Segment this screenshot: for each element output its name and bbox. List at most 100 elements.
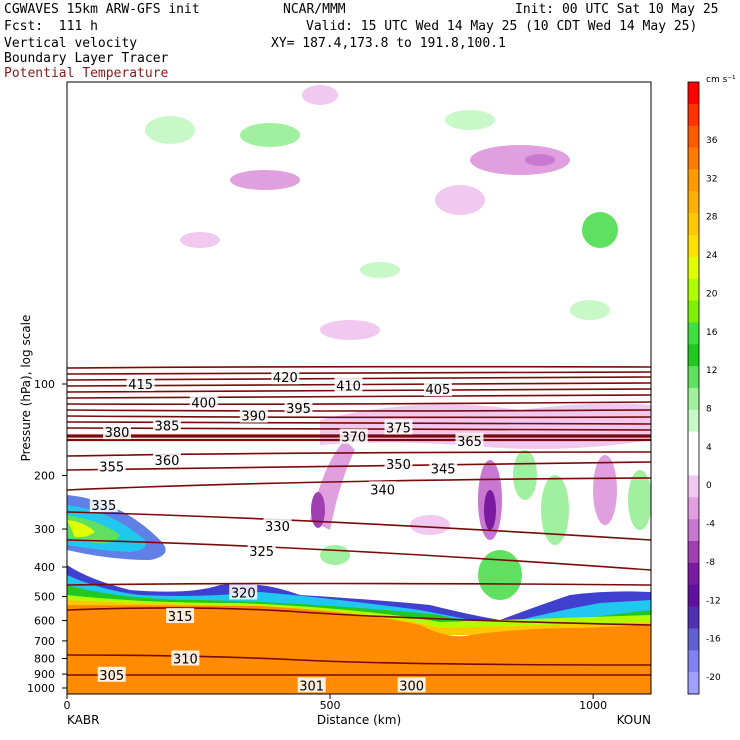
isentrope-label: 415 [128,378,153,393]
x-tick-label: 0 [64,699,71,712]
colorbar-swatch [688,541,699,564]
isentrope-label: 395 [286,402,311,417]
isentrope-label: 315 [168,610,193,625]
colorbar-label: -8 [706,558,715,568]
y-tick-label: 300 [34,523,55,536]
colorbar-label: 28 [706,213,718,223]
right-endpoint-label: KOUN [617,713,651,727]
colorbar-label: 32 [706,174,717,184]
colorbar-swatch [688,213,699,236]
colorbar-label: 0 [706,481,712,491]
isentrope-label: 405 [426,383,451,398]
colorbar-label: 24 [706,251,718,261]
isentrope-label-bg [271,369,300,385]
y-tick-label: 100 [34,378,55,391]
isentrope-label: 365 [457,435,482,450]
isentrope-label-bg [229,584,258,600]
isentrope-label-bg [189,394,218,410]
colorbar-swatch [688,388,699,411]
isentrope-label-bg [397,677,426,693]
isentrope-label: 380 [105,426,130,441]
x-tick-label: 1000 [579,699,607,712]
colorbar-swatch [688,519,699,542]
colorbar-label: -20 [706,673,721,683]
isentrope-label: 310 [173,653,198,668]
isentrope-label: 300 [399,679,424,694]
colorbar-swatch [688,475,699,498]
plot-frame [66,81,652,695]
field-potential-temperature: Potential Temperature [4,66,169,81]
isentrope-label-bg [334,377,363,393]
colorbar-swatch [688,256,699,280]
isentrope-label: 345 [431,463,456,478]
colorbar-label: 4 [706,443,712,453]
isentrope-label: 340 [370,483,395,498]
colorbar-swatch [688,344,699,367]
isentrope-label: 350 [386,458,411,473]
colorbar: 36 32 28 24 20 16 12 8 4 0 -4 -8 -12 -16 -20 [687,81,721,695]
isentrope-label: 360 [155,454,180,469]
y-tick-label: 400 [34,561,55,574]
colorbar-unit: cm s⁻¹ [706,75,736,85]
colorbar-swatch [688,453,699,476]
isentrope-label-bg [239,407,268,423]
isentrope-label: 420 [273,371,298,386]
colorbar-swatch [688,235,699,258]
y-tick-label: 700 [34,635,55,648]
isentrope-label-bg [89,496,118,512]
isentrope-label: 400 [191,396,216,411]
colorbar-swatch [688,147,699,170]
isentrope-label: 370 [341,431,366,446]
isentrope-label-bg [171,650,200,666]
left-endpoint-label: KABR [67,713,99,727]
y-tick-label: 800 [34,653,55,666]
isentrope-label-bg [97,666,126,682]
colorbar-label: 16 [706,328,718,338]
colorbar-label: 36 [706,136,718,146]
colorbar-swatch [688,322,699,345]
colorbar-swatch [688,431,699,455]
isentrope-label: 301 [299,679,324,694]
y-axis-label: Pressure (hPa), log scale [19,315,33,462]
isentrope-label-bg [263,517,292,533]
cross-section-coords: XY= 187.4,173.8 to 191.8,100.1 [271,36,506,51]
colorbar-label: -12 [706,596,721,606]
isentrope-label-bg [152,452,181,468]
isentrope-label: 355 [99,461,124,476]
isentrope-label-bg [423,381,452,397]
init-time: Init: 00 UTC Sat 10 May 25 [515,2,719,17]
isentrope-label: 390 [241,410,266,425]
isentrope-label: 320 [231,586,256,601]
isentrope-label-bg [247,542,276,558]
colorbar-swatch [688,278,699,302]
isentrope-label-bg [368,481,397,497]
x-axis-label: Distance (km) [317,713,401,727]
colorbar-label: 8 [706,405,712,415]
center-title: NCAR/MMM [283,2,346,17]
colorbar-swatch [688,562,699,586]
colorbar-swatch [688,497,699,520]
isentrope-label-bg [297,677,326,693]
colorbar-swatch [688,628,699,651]
y-tick-label: 600 [34,615,55,628]
isentrope-label: 335 [91,499,116,514]
isentrope-label: 385 [155,420,180,435]
isentrope-label-bg [152,417,181,433]
isentrope-label: 330 [265,520,290,535]
isentrope-label-bg [384,455,413,471]
isentrope-label: 305 [99,669,124,684]
field-vertical-velocity: Vertical velocity [4,36,138,51]
isentrope-label-bg [166,608,195,624]
colorbar-label: 12 [706,366,717,376]
y-tick-label: 200 [34,470,55,483]
isentrope-label-bg [339,428,368,444]
colorbar-label: 20 [706,289,718,299]
isentrope-label-bg [102,424,131,440]
plot-area: 420 415 410 405 400 395 390 385 380 375 370 365 360 3… [67,82,651,694]
x-tick-label: 500 [320,699,341,712]
y-tick-label: 900 [34,668,55,681]
colorbar-swatch [688,103,699,127]
isentrope-label-bg [284,400,313,416]
distance-axis: 0 500 1000 [64,694,607,712]
